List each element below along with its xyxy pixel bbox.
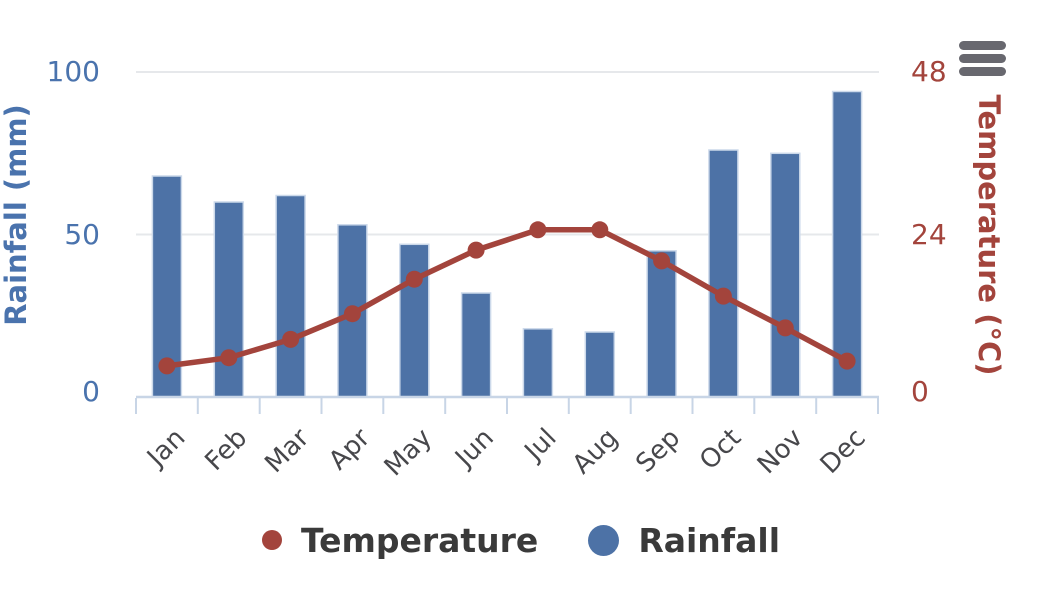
bar-feb [213, 201, 245, 398]
left-axis-tick-50: 50 [64, 218, 100, 251]
right-axis-tick-24: 24 [911, 218, 947, 251]
bar-sep [646, 250, 677, 398]
temperature-point-nov [776, 319, 794, 337]
left-axis-tick-0: 0 [82, 375, 100, 408]
hamburger-icon [959, 41, 1008, 76]
temperature-point-apr [343, 305, 361, 323]
bar-jun [460, 292, 492, 398]
bar-oct [708, 149, 739, 398]
bar-aug [584, 331, 616, 398]
bar-nov [770, 152, 801, 398]
temperature-legend-marker-icon [261, 530, 282, 550]
right-axis-title: Temperature (°C) [972, 94, 1006, 376]
temperature-point-mar [282, 330, 300, 348]
temperature-point-feb [220, 349, 238, 367]
temperature-point-jun [467, 241, 485, 259]
legend: Temperature Rainfall [0, 516, 1042, 564]
temperature-point-oct [714, 287, 732, 305]
left-axis-tick-100: 100 [46, 55, 100, 88]
rainfall-legend-marker-icon [588, 524, 620, 556]
left-axis-title: Rainfall (mm) [0, 104, 33, 326]
legend-item-rainfall[interactable]: Rainfall [588, 521, 780, 560]
right-axis-tick-0: 0 [911, 375, 929, 408]
bar-jul [522, 328, 554, 398]
bar-may [399, 243, 430, 398]
temperature-point-dec [838, 352, 856, 370]
legend-item-temperature[interactable]: Temperature [261, 520, 539, 560]
bar-dec [831, 90, 863, 398]
temperature-line [164, 227, 850, 369]
legend-label-rainfall: Rainfall [638, 520, 781, 560]
bar-mar [275, 194, 306, 398]
chart-menu-button[interactable] [958, 40, 1009, 80]
temperature-point-jul [529, 221, 547, 239]
right-axis-tick-48: 48 [911, 55, 947, 88]
temperature-point-sep [653, 252, 671, 270]
legend-label-temperature: Temperature [300, 520, 539, 560]
temperature-point-jan [158, 357, 176, 375]
temperature-point-may [405, 270, 423, 288]
temperature-point-aug [591, 221, 609, 239]
